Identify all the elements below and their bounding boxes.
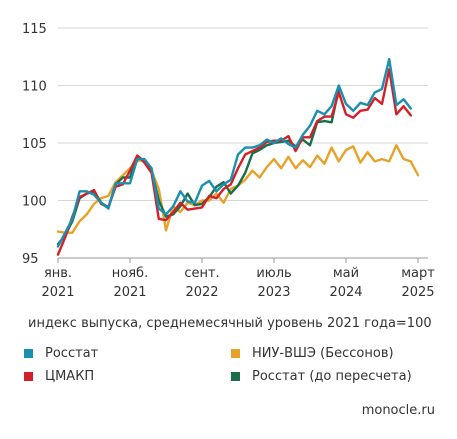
legend-swatch-rosstat <box>24 349 33 358</box>
series-line-cmakp <box>56 68 412 256</box>
series-lines <box>56 57 420 256</box>
x-tick-label-3-1: 2023 <box>257 285 290 300</box>
legend-item-hse: НИУ-ВШЭ (Бессонов) <box>231 346 394 361</box>
x-tick-label-4-0: май <box>333 266 359 281</box>
x-tick-label-5-1: 2025 <box>401 285 434 300</box>
legend-item-rosstat: Росстат <box>24 346 98 361</box>
y-tick-label-115: 115 <box>22 22 47 37</box>
series-line-rosstat <box>56 57 412 248</box>
legend-swatch-cmakp <box>24 372 33 381</box>
x-tick-label-5-0: март <box>401 266 435 281</box>
legend-swatch-hse <box>231 349 240 358</box>
y-tick-label-100: 100 <box>22 195 47 210</box>
x-axis-labels: янв. 2021 нояб. 2021 сент. 2022 июль 2023 май 202… <box>41 258 435 300</box>
y-axis-labels: 95 100 105 110 115 <box>22 22 47 267</box>
x-tick-label-0-1: 2021 <box>41 285 74 300</box>
legend-label-rosstat: Росстат <box>45 346 99 361</box>
chart-note: индекс выпуска, среднемесячный уровень 2… <box>28 316 432 331</box>
legend-swatch-rosstat-old <box>231 372 240 381</box>
y-tick-label-110: 110 <box>22 80 47 95</box>
line-chart: 95 100 105 110 115 янв. 2021 нояб. 2021 сент. 202… <box>22 22 435 300</box>
legend-item-cmakp: ЦМАКП <box>24 369 94 384</box>
x-tick-label-2-0: сент. <box>184 266 219 281</box>
x-tick-label-1-1: 2021 <box>113 285 146 300</box>
legend-label-cmakp: ЦМАКП <box>45 369 95 384</box>
x-tick-label-0-0: янв. <box>44 266 72 281</box>
legend-item-rosstat-old: Росстат (до пересчета) <box>231 369 412 384</box>
y-tick-label-105: 105 <box>22 137 47 152</box>
legend-label-rosstat-old: Росстат (до пересчета) <box>252 369 412 384</box>
x-tick-label-2-1: 2022 <box>185 285 218 300</box>
source-credit: monocle.ru <box>361 403 435 418</box>
y-tick-label-95: 95 <box>22 252 39 267</box>
grid-lines <box>58 27 428 259</box>
legend-label-hse: НИУ-ВШЭ (Бессонов) <box>252 346 394 361</box>
x-tick-label-1-0: нояб. <box>112 266 148 281</box>
x-tick-label-4-1: 2024 <box>329 285 362 300</box>
x-tick-label-3-0: июль <box>256 266 291 281</box>
